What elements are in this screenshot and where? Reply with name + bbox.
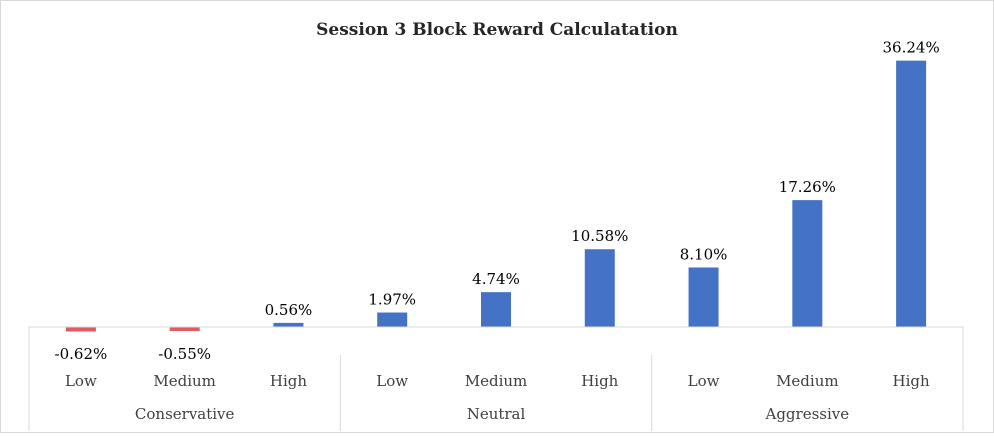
category-tick-label: High [581,372,618,390]
category-tick-label: Medium [465,372,528,390]
bar [169,327,200,332]
data-label: 0.56% [265,301,313,319]
data-label: 1.97% [368,291,416,309]
category-tick-label: High [893,372,930,390]
category-tick-label: Medium [153,372,216,390]
bar [688,267,719,327]
group-label: Conservative [135,405,235,423]
bar [792,200,823,327]
data-label: 36.24% [883,39,940,57]
bar [481,292,511,327]
chart-title: Session 3 Block Reward Calculatation [316,20,678,40]
category-tick-label: High [270,372,307,390]
bar [584,249,615,327]
category-tick-label: Low [688,372,720,390]
data-label: -0.62% [55,345,108,363]
category-tick-label: Medium [776,372,839,390]
group-label: Neutral [467,405,526,423]
bar [273,322,304,327]
data-label: 8.10% [680,245,728,263]
bar [896,60,927,328]
data-label: -0.55% [158,345,211,363]
bar [377,312,408,327]
bar [65,327,96,332]
data-label: 4.74% [472,270,520,288]
group-label: Aggressive [765,405,850,423]
category-tick-label: Low [376,372,408,390]
data-label: 17.26% [779,178,836,196]
category-tick-label: Low [65,372,97,390]
data-label: 10.58% [571,227,628,245]
